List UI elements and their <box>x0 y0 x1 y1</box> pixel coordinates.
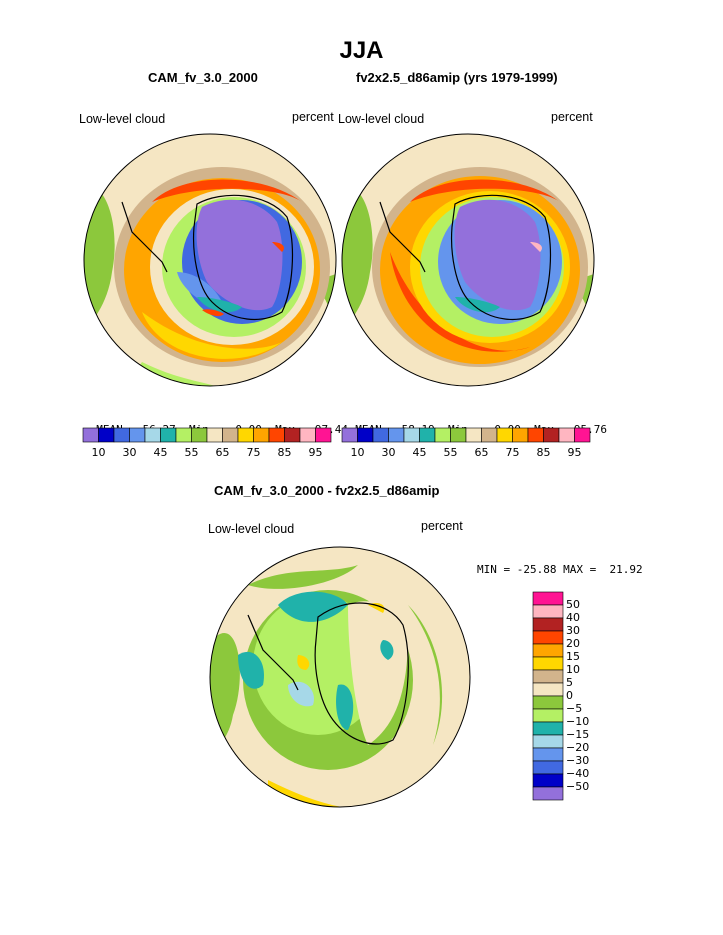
colorbar-tick-label: −40 <box>566 767 590 780</box>
colorbar-swatch <box>543 427 560 443</box>
colorbar-tick-label: 95 <box>567 446 582 459</box>
colorbar-swatch <box>532 734 564 749</box>
colorbar-tick-label: 5 <box>566 676 573 689</box>
left-colorbar <box>82 427 332 443</box>
colorbar-tick-label: 45 <box>153 446 168 459</box>
colorbar-tick-label: 10 <box>91 446 106 459</box>
colorbar-swatch <box>82 427 99 443</box>
diff-colorbar-ticks: 50 40 30 20 15 10 5 0 −5 −10 −15 −20 −30 −40 −50 <box>566 592 606 800</box>
colorbar-tick-label: 85 <box>536 446 551 459</box>
left-units-label: percent <box>292 110 334 124</box>
colorbar-swatch <box>341 427 358 443</box>
colorbar-swatch <box>129 427 146 443</box>
colorbar-swatch <box>450 427 467 443</box>
right-case-title: fv2x2.5_d86amip (yrs 1979-1999) <box>356 70 558 85</box>
colorbar-tick-label: −15 <box>566 728 590 741</box>
colorbar-tick-label: 85 <box>277 446 292 459</box>
colorbar-tick-label: 65 <box>474 446 489 459</box>
colorbar-swatch <box>481 427 498 443</box>
colorbar-swatch <box>113 427 130 443</box>
colorbar-swatch <box>512 427 529 443</box>
colorbar-swatch <box>465 427 482 443</box>
colorbar-swatch <box>284 427 301 443</box>
colorbar-swatch <box>532 682 564 697</box>
left-colorbar-ticks: 10 30 45 55 65 75 85 95 <box>83 446 331 460</box>
colorbar-swatch <box>532 747 564 762</box>
colorbar-tick-label: 65 <box>215 446 230 459</box>
colorbar-tick-label: 10 <box>566 663 580 676</box>
colorbar-tick-label: 45 <box>412 446 427 459</box>
right-colorbar-ticks: 10 30 45 55 65 75 85 95 <box>342 446 590 460</box>
colorbar-swatch <box>191 427 208 443</box>
colorbar-tick-label: −10 <box>566 715 590 728</box>
left-polar-map <box>83 133 337 387</box>
diff-case-title: CAM_fv_3.0_2000 - fv2x2.5_d86amip <box>214 483 440 498</box>
colorbar-tick-label: 40 <box>566 611 580 624</box>
colorbar-tick-label: 30 <box>566 624 580 637</box>
right-polar-map <box>341 133 595 387</box>
colorbar-swatch <box>532 630 564 645</box>
colorbar-swatch <box>315 427 332 443</box>
colorbar-swatch <box>160 427 177 443</box>
colorbar-tick-label: −5 <box>566 702 583 715</box>
colorbar-swatch <box>558 427 575 443</box>
colorbar-swatch <box>532 708 564 723</box>
right-units-label: percent <box>551 110 593 124</box>
colorbar-swatch <box>299 427 316 443</box>
colorbar-swatch <box>268 427 285 443</box>
diff-units-label: percent <box>421 519 463 533</box>
colorbar-tick-label: 75 <box>246 446 261 459</box>
colorbar-tick-label: 55 <box>184 446 199 459</box>
colorbar-swatch <box>532 656 564 671</box>
colorbar-tick-label: 55 <box>443 446 458 459</box>
colorbar-swatch <box>532 760 564 775</box>
colorbar-swatch <box>403 427 420 443</box>
right-field-label: Low-level cloud <box>338 112 425 126</box>
colorbar-swatch <box>532 617 564 632</box>
colorbar-swatch <box>175 427 192 443</box>
left-case-title: CAM_fv_3.0_2000 <box>148 70 258 85</box>
colorbar-tick-label: 75 <box>505 446 520 459</box>
colorbar-swatch <box>532 643 564 658</box>
colorbar-swatch <box>532 604 564 619</box>
colorbar-swatch <box>253 427 270 443</box>
diff-colorbar <box>532 591 564 801</box>
colorbar-tick-label: 50 <box>566 598 580 611</box>
left-field-label: Low-level cloud <box>79 112 166 126</box>
colorbar-swatch <box>357 427 374 443</box>
colorbar-swatch <box>98 427 115 443</box>
diff-min-max: MIN = -25.88 MAX = 21.92 <box>477 563 643 576</box>
colorbar-tick-label: 20 <box>566 637 580 650</box>
colorbar-swatch <box>532 695 564 710</box>
diff-polar-map <box>209 546 471 808</box>
colorbar-swatch <box>532 786 564 801</box>
colorbar-swatch <box>532 721 564 736</box>
colorbar-swatch <box>222 427 239 443</box>
colorbar-swatch <box>532 591 564 606</box>
colorbar-swatch <box>574 427 591 443</box>
colorbar-swatch <box>206 427 223 443</box>
colorbar-swatch <box>237 427 254 443</box>
colorbar-swatch <box>532 669 564 684</box>
colorbar-tick-label: 15 <box>566 650 580 663</box>
colorbar-swatch <box>527 427 544 443</box>
colorbar-tick-label: 30 <box>381 446 396 459</box>
colorbar-swatch <box>496 427 513 443</box>
colorbar-tick-label: 10 <box>350 446 365 459</box>
colorbar-swatch <box>419 427 436 443</box>
colorbar-tick-label: 0 <box>566 689 573 702</box>
colorbar-swatch <box>144 427 161 443</box>
page-title: JJA <box>339 37 384 64</box>
right-colorbar <box>341 427 591 443</box>
colorbar-swatch <box>434 427 451 443</box>
colorbar-swatch <box>388 427 405 443</box>
colorbar-tick-label: 95 <box>308 446 323 459</box>
colorbar-tick-label: −50 <box>566 780 590 793</box>
colorbar-tick-label: 30 <box>122 446 137 459</box>
colorbar-swatch <box>532 773 564 788</box>
diff-field-label: Low-level cloud <box>208 522 295 536</box>
colorbar-swatch <box>372 427 389 443</box>
colorbar-tick-label: −20 <box>566 741 590 754</box>
colorbar-tick-label: −30 <box>566 754 590 767</box>
